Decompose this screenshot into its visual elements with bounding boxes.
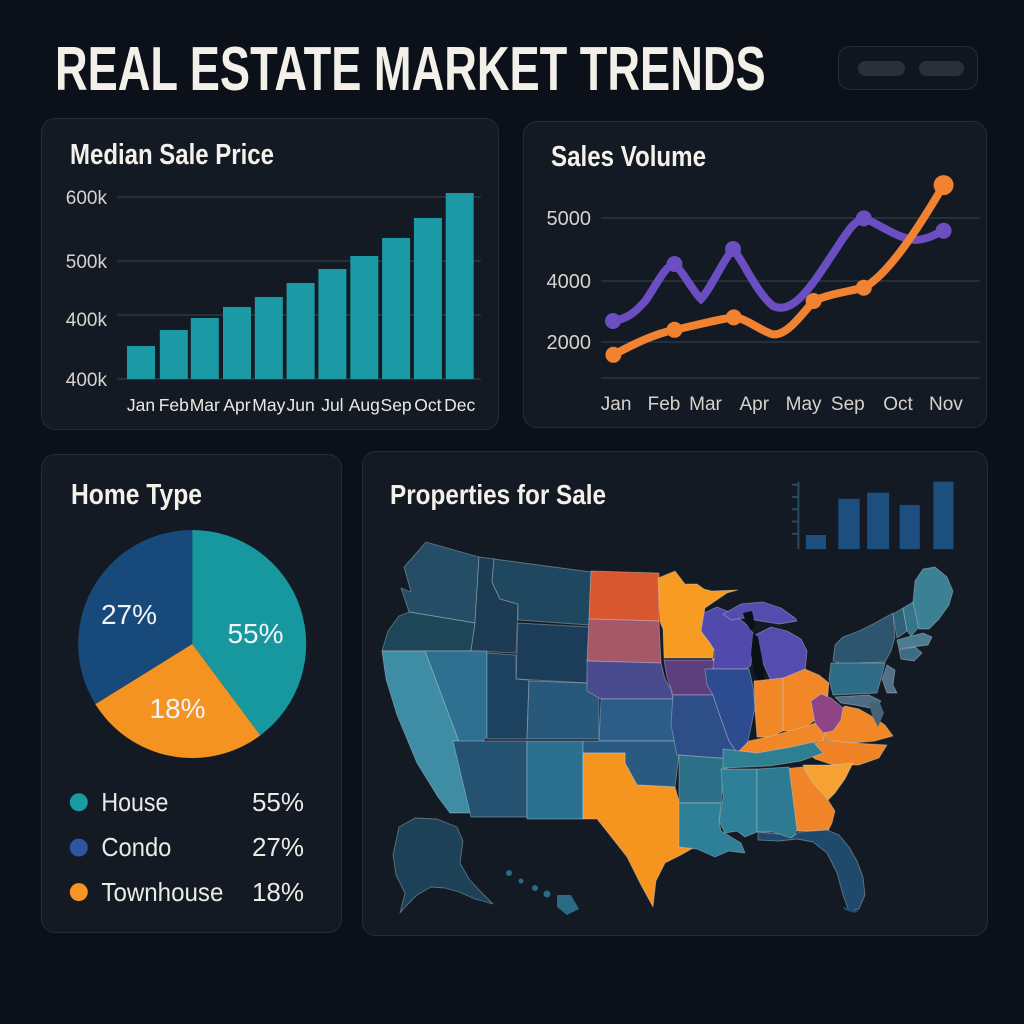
svg-text:House: House: [101, 787, 168, 817]
svg-text:27%: 27%: [252, 832, 304, 862]
svg-text:500k: 500k: [66, 252, 108, 273]
svg-text:400k: 400k: [66, 310, 108, 331]
svg-text:27%: 27%: [101, 599, 157, 630]
svg-text:55%: 55%: [227, 618, 283, 649]
svg-text:18%: 18%: [149, 693, 205, 724]
svg-text:Jan: Jan: [601, 394, 632, 415]
svg-text:Sep: Sep: [831, 394, 865, 415]
svg-text:55%: 55%: [252, 787, 304, 817]
svg-text:Properties for Sale: Properties for Sale: [390, 479, 606, 510]
svg-text:Sales Volume: Sales Volume: [551, 141, 706, 173]
svg-text:Apr: Apr: [223, 395, 250, 415]
svg-text:Feb: Feb: [648, 394, 681, 415]
svg-text:May: May: [252, 395, 285, 415]
svg-text:Apr: Apr: [740, 394, 770, 415]
svg-text:Oct: Oct: [883, 394, 913, 415]
svg-text:Condo: Condo: [101, 832, 171, 862]
svg-text:Sep: Sep: [381, 395, 412, 415]
svg-text:Mar: Mar: [689, 394, 722, 415]
svg-text:Oct: Oct: [414, 395, 441, 415]
svg-text:600k: 600k: [66, 188, 108, 209]
svg-text:2000: 2000: [547, 332, 592, 354]
svg-text:400k: 400k: [66, 370, 108, 391]
svg-text:Feb: Feb: [159, 395, 189, 415]
svg-text:May: May: [786, 394, 822, 415]
svg-text:Median Sale Price: Median Sale Price: [70, 139, 274, 171]
svg-text:Townhouse: Townhouse: [101, 877, 223, 907]
svg-text:Nov: Nov: [929, 394, 963, 415]
svg-text:18%: 18%: [252, 877, 304, 907]
svg-text:Jun: Jun: [286, 395, 314, 415]
svg-text:Jan: Jan: [127, 395, 155, 415]
svg-text:5000: 5000: [547, 208, 592, 230]
svg-text:4000: 4000: [547, 271, 592, 293]
svg-text:Dec: Dec: [444, 395, 475, 415]
svg-text:Mar: Mar: [190, 395, 220, 415]
svg-text:Home Type: Home Type: [71, 479, 202, 511]
svg-text:Aug: Aug: [349, 395, 380, 415]
svg-text:Jul: Jul: [321, 395, 343, 415]
